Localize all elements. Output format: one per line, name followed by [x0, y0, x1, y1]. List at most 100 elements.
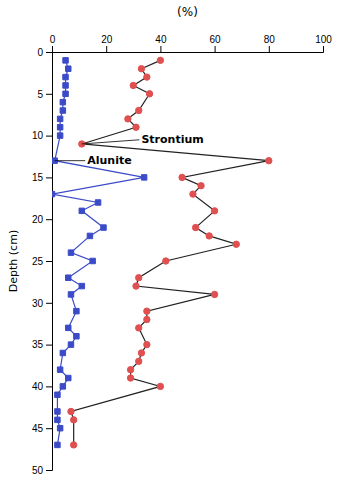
point — [136, 325, 142, 331]
y-tick-mark — [46, 52, 52, 53]
x-axis-title: (%) — [177, 5, 198, 19]
x-tick: 60 — [210, 34, 222, 52]
point — [52, 191, 55, 196]
point — [211, 291, 217, 297]
y-tick-label: 40 — [32, 381, 44, 392]
y-axis-title: Depth (cm) — [7, 230, 20, 292]
chart: 02040608010005101520253035404550AluniteS… — [0, 0, 341, 486]
point — [68, 292, 73, 297]
point — [192, 224, 198, 230]
x-tick-mark — [323, 46, 324, 52]
point — [66, 66, 71, 71]
y-tick-label: 15 — [32, 172, 44, 183]
point — [74, 334, 79, 339]
point — [144, 341, 150, 347]
point — [55, 442, 60, 447]
point — [68, 250, 73, 255]
point — [133, 124, 139, 130]
point — [68, 408, 74, 414]
x-tick-mark — [215, 46, 216, 52]
y-tick-mark — [46, 219, 52, 220]
y-tick-label: 35 — [32, 339, 44, 350]
y-tick-mark — [46, 177, 52, 178]
point — [57, 367, 62, 372]
x-tick: 0 — [50, 34, 56, 52]
y-tick-mark — [46, 261, 52, 262]
y-tick-mark — [46, 386, 52, 387]
y-tick-mark — [46, 136, 52, 137]
y-tick-label: 20 — [32, 214, 44, 225]
x-tick-mark — [269, 46, 270, 52]
point — [144, 308, 150, 314]
y-tick: 20 — [32, 214, 52, 225]
point — [70, 442, 76, 448]
point — [79, 283, 84, 288]
y-tick: 15 — [32, 172, 52, 183]
point — [95, 200, 100, 205]
point — [266, 157, 272, 163]
point — [63, 83, 68, 88]
y-tick: 25 — [32, 256, 52, 267]
point — [211, 208, 217, 214]
y-tick-mark — [46, 303, 52, 304]
point — [133, 283, 139, 289]
series-line — [52, 60, 144, 445]
series-line — [71, 60, 269, 445]
annotation: Strontium — [141, 133, 203, 146]
point — [87, 233, 92, 238]
y-tick: 5 — [37, 89, 52, 100]
x-tick-label: 100 — [315, 34, 332, 45]
annotations: Alunite Strontium — [55, 133, 204, 167]
point — [90, 258, 95, 263]
point — [60, 384, 65, 389]
point — [127, 375, 133, 381]
point — [60, 108, 65, 113]
y-tick-label: 5 — [37, 89, 43, 100]
point — [144, 316, 150, 322]
point — [157, 57, 163, 63]
point — [206, 233, 212, 239]
point — [233, 241, 239, 247]
y-tick: 0 — [37, 47, 52, 58]
point — [136, 275, 142, 281]
point — [57, 425, 62, 430]
point — [63, 91, 68, 96]
point — [130, 82, 136, 88]
y-tick: 45 — [32, 423, 52, 434]
point — [60, 99, 65, 104]
point — [74, 308, 79, 313]
point — [60, 350, 65, 355]
y-tick-label: 50 — [32, 465, 44, 476]
x-tick-label: 0 — [50, 34, 56, 45]
annotation: Alunite — [87, 154, 131, 167]
y-tick-label: 45 — [32, 423, 44, 434]
point — [136, 358, 142, 364]
y-tick: 30 — [32, 298, 52, 309]
point — [57, 125, 62, 130]
y-tick: 40 — [32, 381, 52, 392]
point — [127, 366, 133, 372]
point — [136, 107, 142, 113]
y-axis: 05101520253035404550 — [32, 47, 53, 476]
point — [179, 174, 185, 180]
x-tick: 40 — [155, 34, 167, 52]
x-axis: 020406080100 — [50, 34, 333, 53]
point — [157, 383, 163, 389]
point — [146, 91, 152, 97]
x-tick-label: 60 — [210, 34, 222, 45]
x-tick-label: 20 — [101, 34, 113, 45]
point — [190, 191, 196, 197]
y-tick: 50 — [32, 465, 52, 476]
point — [138, 66, 144, 72]
x-tick: 100 — [315, 34, 332, 52]
point — [198, 183, 204, 189]
x-tick: 20 — [101, 34, 113, 52]
x-tick-label: 40 — [155, 34, 167, 45]
point — [57, 133, 62, 138]
plot: 02040608010005101520253035404550AluniteS… — [32, 34, 332, 476]
point — [63, 74, 68, 79]
point — [144, 74, 150, 80]
point — [70, 417, 76, 423]
x-axis-line — [53, 46, 324, 53]
marks — [52, 57, 272, 448]
